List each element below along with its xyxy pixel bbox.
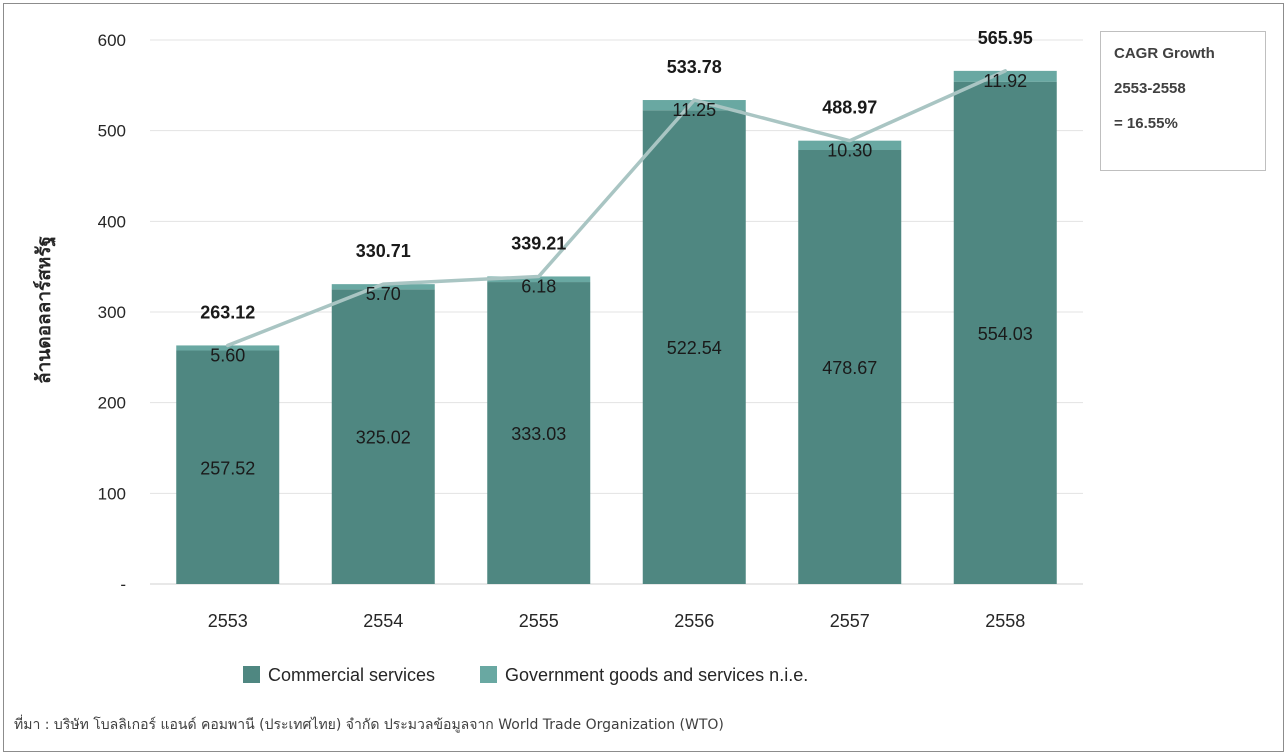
gridlines <box>150 39 1083 585</box>
y-tick-label: 200 <box>98 394 126 413</box>
data-labels: 257.52 5.60 263.12 325.02 5.70 330.71 333.03 6.… <box>200 28 1033 478</box>
data-label-total: 533.78 <box>667 57 722 77</box>
x-tick-label: 2553 <box>208 611 248 631</box>
trend-polyline <box>226 69 1007 348</box>
legend-swatch-government <box>480 665 498 683</box>
y-tick-label: - <box>120 575 126 594</box>
bar-government <box>642 100 746 111</box>
bar-commercial <box>487 282 591 584</box>
data-label-commercial: 522.54 <box>667 338 722 358</box>
bar-government <box>487 276 591 283</box>
data-label-total: 330.71 <box>356 241 411 261</box>
data-label-total: 565.95 <box>978 28 1033 48</box>
source-note: ที่มา : บริษัท โบลลิเกอร์ แอนด์ คอมพานี … <box>14 717 724 733</box>
legend-label-commercial: Commercial services <box>268 664 436 685</box>
y-tick-label: 100 <box>98 484 126 503</box>
cagr-title: CAGR Growth <box>1114 45 1215 62</box>
y-tick-label: 300 <box>98 303 126 322</box>
bar-government <box>331 284 435 290</box>
bar-government <box>953 70 1057 82</box>
x-axis: 2553 2554 2555 2556 2557 2558 <box>208 611 1026 631</box>
data-label-government: 6.18 <box>521 276 556 296</box>
y-tick-label: 400 <box>98 212 126 231</box>
bar-government <box>176 345 280 351</box>
bar-commercial <box>798 150 902 584</box>
x-tick-label: 2558 <box>985 611 1025 631</box>
legend-label-government: Government goods and services n.i.e. <box>505 664 809 685</box>
data-label-total: 263.12 <box>200 302 255 322</box>
cagr-box: CAGR Growth 2553-2558 = 16.55% <box>1100 31 1266 171</box>
x-tick-label: 2554 <box>363 611 403 631</box>
data-label-commercial: 257.52 <box>200 458 255 478</box>
x-tick-label: 2556 <box>674 611 714 631</box>
bar-commercial <box>953 81 1057 584</box>
y-axis: - 100 200 300 400 500 600 <box>98 31 126 594</box>
trend-line <box>226 69 1007 348</box>
bar-commercial <box>642 110 746 584</box>
bar-commercial <box>176 350 280 584</box>
y-tick-label: 500 <box>98 122 126 141</box>
legend-item-government: Government goods and services n.i.e. <box>480 665 808 686</box>
data-label-total: 488.97 <box>822 98 877 118</box>
legend-swatch-commercial <box>243 665 260 683</box>
y-tick-label: 600 <box>98 31 126 50</box>
data-label-commercial: 554.03 <box>978 324 1033 344</box>
y-axis-label: ล้านดอลลาร์สหรัฐ <box>33 236 57 384</box>
data-label-government: 5.60 <box>210 345 245 365</box>
legend-item-commercial: Commercial services <box>243 665 435 686</box>
data-label-commercial: 333.03 <box>511 424 566 444</box>
legend: Commercial services Government goods and… <box>243 664 848 686</box>
data-label-government: 10.30 <box>827 141 872 161</box>
bars <box>176 70 1057 584</box>
data-label-commercial: 325.02 <box>356 428 411 448</box>
x-tick-label: 2555 <box>519 611 559 631</box>
data-label-commercial: 478.67 <box>822 358 877 378</box>
x-tick-label: 2557 <box>830 611 870 631</box>
bar-government <box>798 140 902 151</box>
bar-commercial <box>331 289 435 584</box>
data-label-government: 5.70 <box>366 284 401 304</box>
data-label-government: 11.92 <box>983 71 1027 91</box>
cagr-value: = 16.55% <box>1114 115 1178 132</box>
data-label-government: 11.25 <box>672 100 716 120</box>
cagr-period: 2553-2558 <box>1114 80 1186 97</box>
data-label-total: 339.21 <box>511 233 566 253</box>
